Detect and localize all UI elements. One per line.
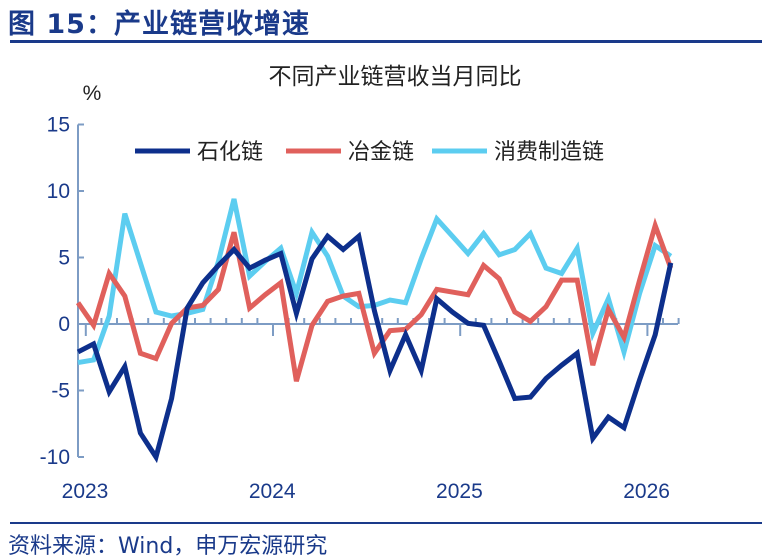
line-chart: 不同产业链营收当月同比 % 15 10 5 0 -5 -10 2023 2024 2025 202… bbox=[40, 64, 680, 503]
series-metallurgy-line bbox=[75, 217, 674, 382]
legend-label: 消费制造链 bbox=[494, 140, 604, 165]
legend-label: 冶金链 bbox=[348, 140, 414, 165]
y-tick-label: -10 bbox=[40, 446, 70, 469]
x-tick-label: 2025 bbox=[436, 480, 483, 503]
series-petrochem-line bbox=[76, 231, 674, 464]
x-tick-label: 2026 bbox=[623, 480, 670, 503]
y-tick-label: 5 bbox=[58, 247, 70, 270]
y-tick-label: -5 bbox=[51, 380, 70, 403]
footer-rule bbox=[10, 522, 762, 524]
title-rule bbox=[10, 40, 762, 43]
x-tick-label: 2024 bbox=[249, 480, 296, 503]
y-axis-label: % bbox=[83, 82, 102, 105]
figure-title: 图 15：产业链营收增速 bbox=[8, 9, 310, 40]
legend-label: 石化链 bbox=[197, 140, 263, 165]
chart-title: 不同产业链营收当月同比 bbox=[269, 64, 522, 90]
y-tick-label: 10 bbox=[47, 180, 70, 203]
y-tick-label: 0 bbox=[58, 313, 70, 336]
source-note: 资料来源：Wind，申万宏源研究 bbox=[8, 534, 328, 559]
x-tick-label: 2023 bbox=[62, 480, 109, 503]
y-tick-label: 15 bbox=[47, 114, 70, 137]
